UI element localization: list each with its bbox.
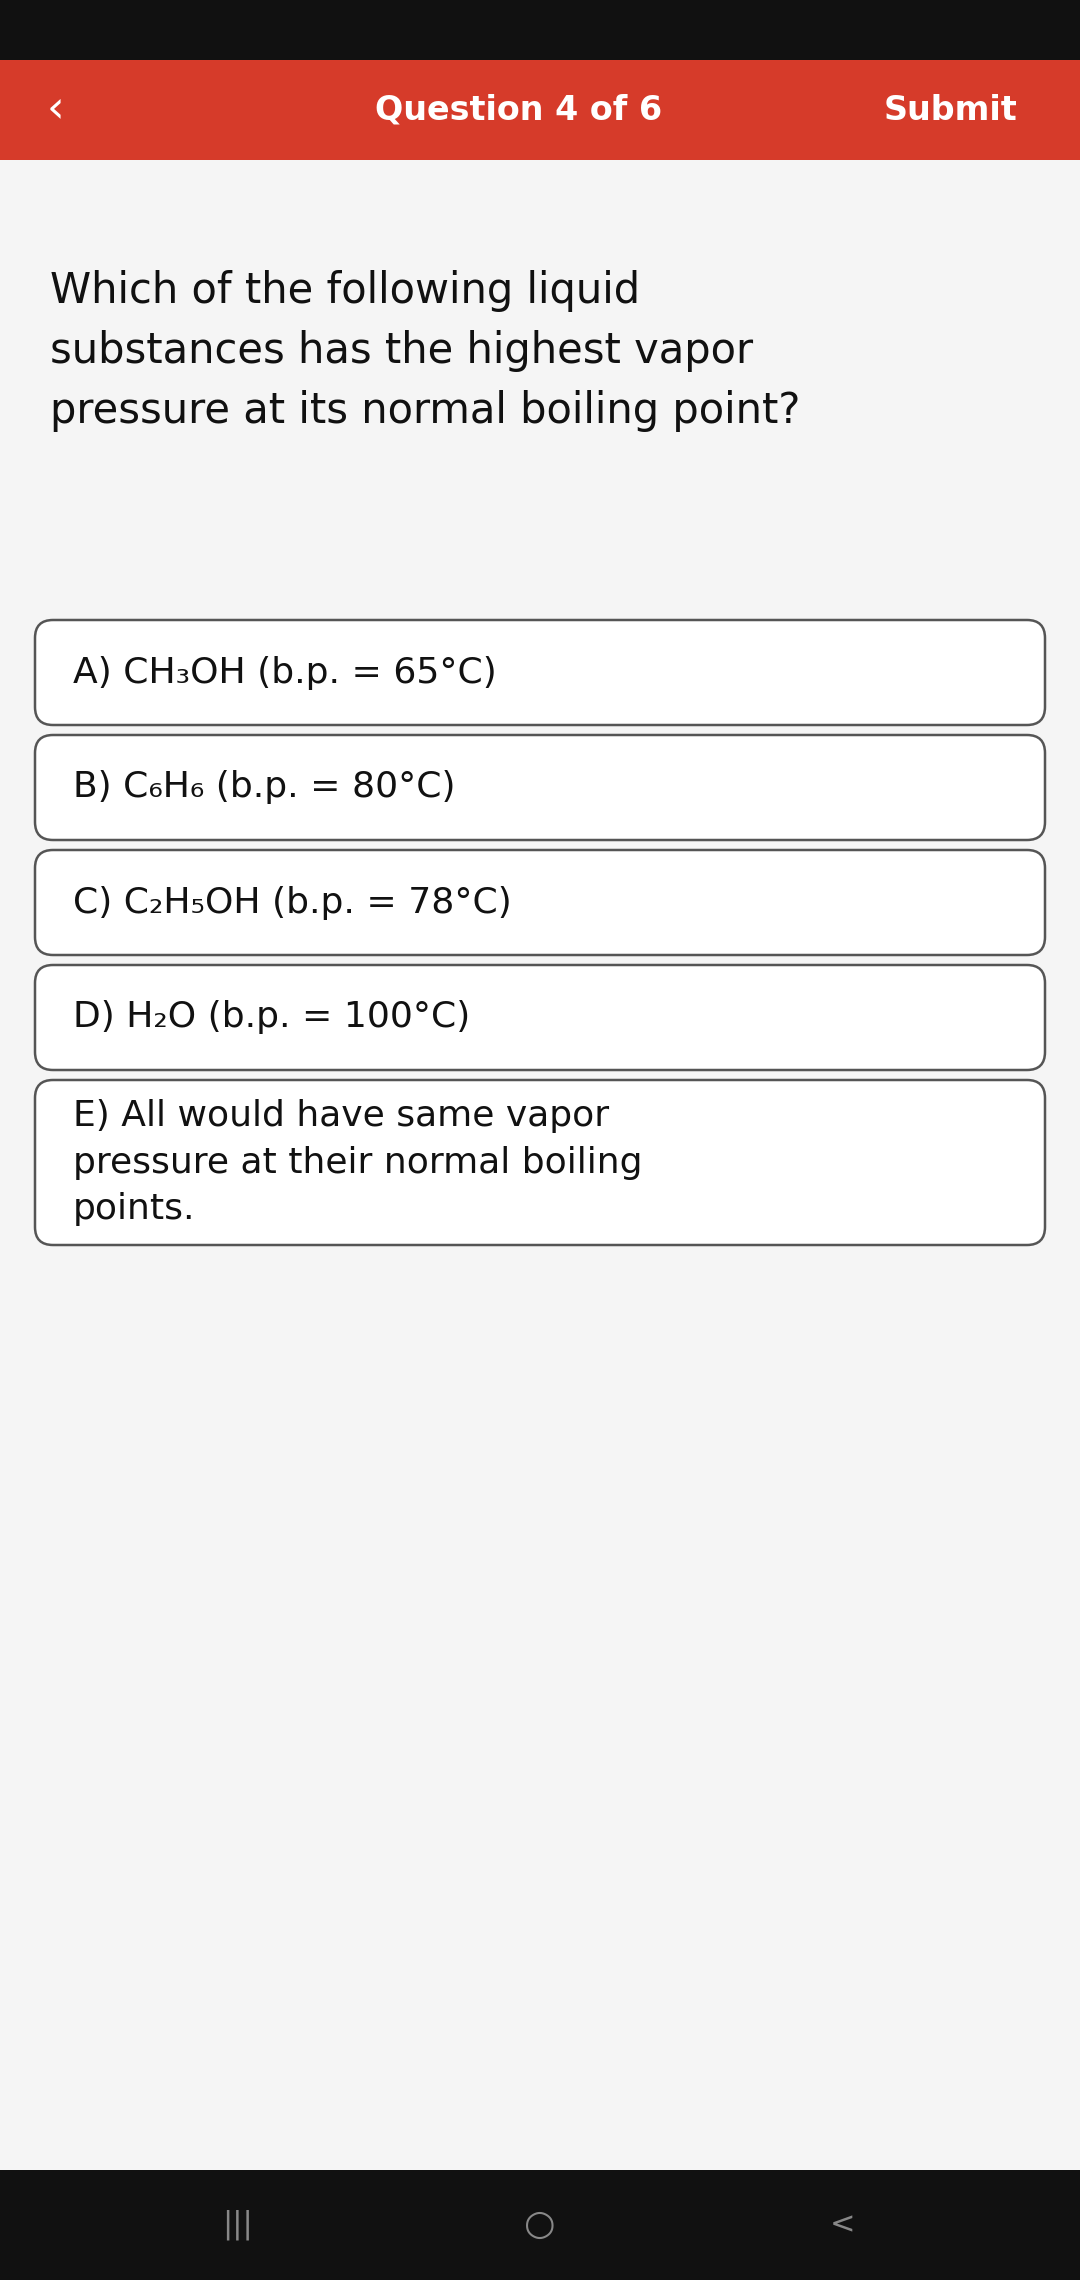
Text: E) All would have same vapor
pressure at their normal boiling
points.: E) All would have same vapor pressure at… <box>73 1099 643 1227</box>
Text: C) C₂H₅OH (b.p. = 78°C): C) C₂H₅OH (b.p. = 78°C) <box>73 885 512 919</box>
FancyBboxPatch shape <box>35 734 1045 839</box>
Text: Question 4 of 6: Question 4 of 6 <box>375 93 662 125</box>
FancyBboxPatch shape <box>35 850 1045 955</box>
Text: B) C₆H₆ (b.p. = 80°C): B) C₆H₆ (b.p. = 80°C) <box>73 771 456 805</box>
Bar <box>0 2171 1080 2280</box>
Bar <box>0 0 1080 59</box>
FancyBboxPatch shape <box>35 1081 1045 1245</box>
Text: Submit: Submit <box>883 93 1017 125</box>
Text: Which of the following liquid
substances has the highest vapor
pressure at its n: Which of the following liquid substances… <box>50 269 800 433</box>
Text: ‹: ‹ <box>46 89 64 132</box>
Text: |||: ||| <box>222 2209 253 2241</box>
Text: A) CH₃OH (b.p. = 65°C): A) CH₃OH (b.p. = 65°C) <box>73 657 497 689</box>
Bar <box>0 59 1080 160</box>
FancyBboxPatch shape <box>35 964 1045 1069</box>
FancyBboxPatch shape <box>35 620 1045 725</box>
Text: <: < <box>829 2212 855 2239</box>
Text: ○: ○ <box>524 2207 556 2241</box>
Text: D) H₂O (b.p. = 100°C): D) H₂O (b.p. = 100°C) <box>73 1001 470 1035</box>
